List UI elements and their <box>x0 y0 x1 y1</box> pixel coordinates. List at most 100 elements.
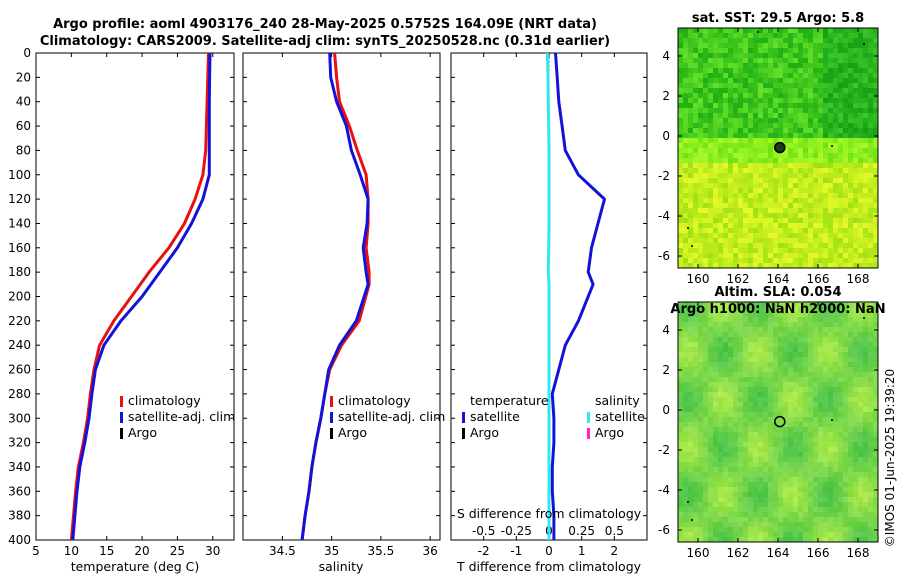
heatmap-cell <box>818 103 824 109</box>
heatmap-cell <box>708 417 714 423</box>
heatmap-cell <box>853 88 859 94</box>
heatmap-cell <box>768 263 774 269</box>
heatmap-cell <box>853 387 859 393</box>
heatmap-cell <box>683 173 689 179</box>
heatmap-cell <box>723 322 729 328</box>
heatmap-cell <box>853 322 859 328</box>
heatmap-cell <box>683 188 689 194</box>
heatmap-cell <box>813 143 819 149</box>
heatmap-cell <box>838 397 844 403</box>
heatmap-cell <box>768 317 774 323</box>
heatmap-cell <box>728 98 734 104</box>
heatmap-cell <box>853 53 859 59</box>
heatmap-cell <box>713 362 719 368</box>
heatmap-cell <box>713 452 719 458</box>
heatmap-cell <box>698 58 704 64</box>
heatmap-cell <box>858 93 864 99</box>
heatmap-cell <box>813 477 819 483</box>
heatmap-cell <box>863 178 869 184</box>
heatmap-cell <box>808 228 814 234</box>
heatmap-cell <box>703 322 709 328</box>
heatmap-cell <box>848 48 854 54</box>
heatmap-cell <box>698 527 704 533</box>
heatmap-cell <box>723 512 729 518</box>
heatmap-cell <box>703 148 709 154</box>
heatmap-cell <box>758 312 764 318</box>
heatmap-cell <box>693 327 699 333</box>
heatmap-cell <box>728 432 734 438</box>
heatmap-cell <box>848 412 854 418</box>
heatmap-cell <box>703 317 709 323</box>
heatmap-cell <box>748 497 754 503</box>
heatmap-cell <box>748 392 754 398</box>
heatmap-cell <box>703 63 709 69</box>
heatmap-cell <box>803 118 809 124</box>
heatmap-cell <box>838 78 844 84</box>
heatmap-cell <box>833 163 839 169</box>
heatmap-cell <box>763 397 769 403</box>
heatmap-cell <box>823 243 829 249</box>
heatmap-cell <box>853 83 859 89</box>
heatmap-cell <box>788 372 794 378</box>
heatmap-cell <box>793 387 799 393</box>
heatmap-cell <box>678 28 684 34</box>
heatmap-cell <box>773 527 779 533</box>
heatmap-cell <box>848 497 854 503</box>
heatmap-cell <box>688 382 694 388</box>
heatmap-cell <box>828 168 834 174</box>
heatmap-cell <box>693 382 699 388</box>
heatmap-cell <box>778 233 784 239</box>
heatmap-cell <box>818 108 824 114</box>
heatmap-cell <box>858 322 864 328</box>
heatmap-cell <box>738 312 744 318</box>
heatmap-cell <box>853 203 859 209</box>
heatmap-cell <box>843 108 849 114</box>
heatmap-cell <box>738 327 744 333</box>
heatmap-cell <box>693 128 699 134</box>
float-dot <box>691 519 693 521</box>
heatmap-cell <box>838 158 844 164</box>
heatmap-cell <box>763 417 769 423</box>
heatmap-cell <box>678 362 684 368</box>
heatmap-cell <box>798 173 804 179</box>
heatmap-cell <box>793 312 799 318</box>
heatmap-cell <box>813 522 819 528</box>
heatmap-cell <box>823 128 829 134</box>
heatmap-cell <box>738 253 744 259</box>
heatmap-cell <box>863 148 869 154</box>
heatmap-cell <box>803 352 809 358</box>
heatmap-cell <box>788 263 794 269</box>
heatmap-cell <box>733 537 739 543</box>
heatmap-cell <box>728 68 734 74</box>
heatmap-cell <box>848 387 854 393</box>
heatmap-cell <box>718 263 724 269</box>
heatmap-cell <box>693 392 699 398</box>
heatmap-cell <box>828 128 834 134</box>
heatmap-cell <box>678 532 684 538</box>
heatmap-cell <box>798 312 804 318</box>
heatmap-cell <box>818 527 824 533</box>
heatmap-cell <box>828 482 834 488</box>
heatmap-cell <box>758 402 764 408</box>
heatmap-cell <box>823 68 829 74</box>
heatmap-cell <box>788 258 794 264</box>
heatmap-cell <box>713 387 719 393</box>
heatmap-cell <box>853 367 859 373</box>
heatmap-cell <box>813 462 819 468</box>
heatmap-cell <box>803 447 809 453</box>
heatmap-cell <box>738 138 744 144</box>
heatmap-cell <box>758 392 764 398</box>
heatmap-cell <box>848 327 854 333</box>
heatmap-cell <box>788 123 794 129</box>
heatmap-cell <box>703 253 709 259</box>
heatmap-cell <box>783 78 789 84</box>
heatmap-cell <box>813 372 819 378</box>
heatmap-cell <box>858 317 864 323</box>
heatmap-cell <box>778 512 784 518</box>
heatmap-cell <box>808 33 814 39</box>
heatmap-cell <box>838 63 844 69</box>
heatmap-cell <box>828 188 834 194</box>
map-y-tick-label: 0 <box>662 403 670 417</box>
heatmap-cell <box>828 437 834 443</box>
heatmap-cell <box>748 248 754 254</box>
